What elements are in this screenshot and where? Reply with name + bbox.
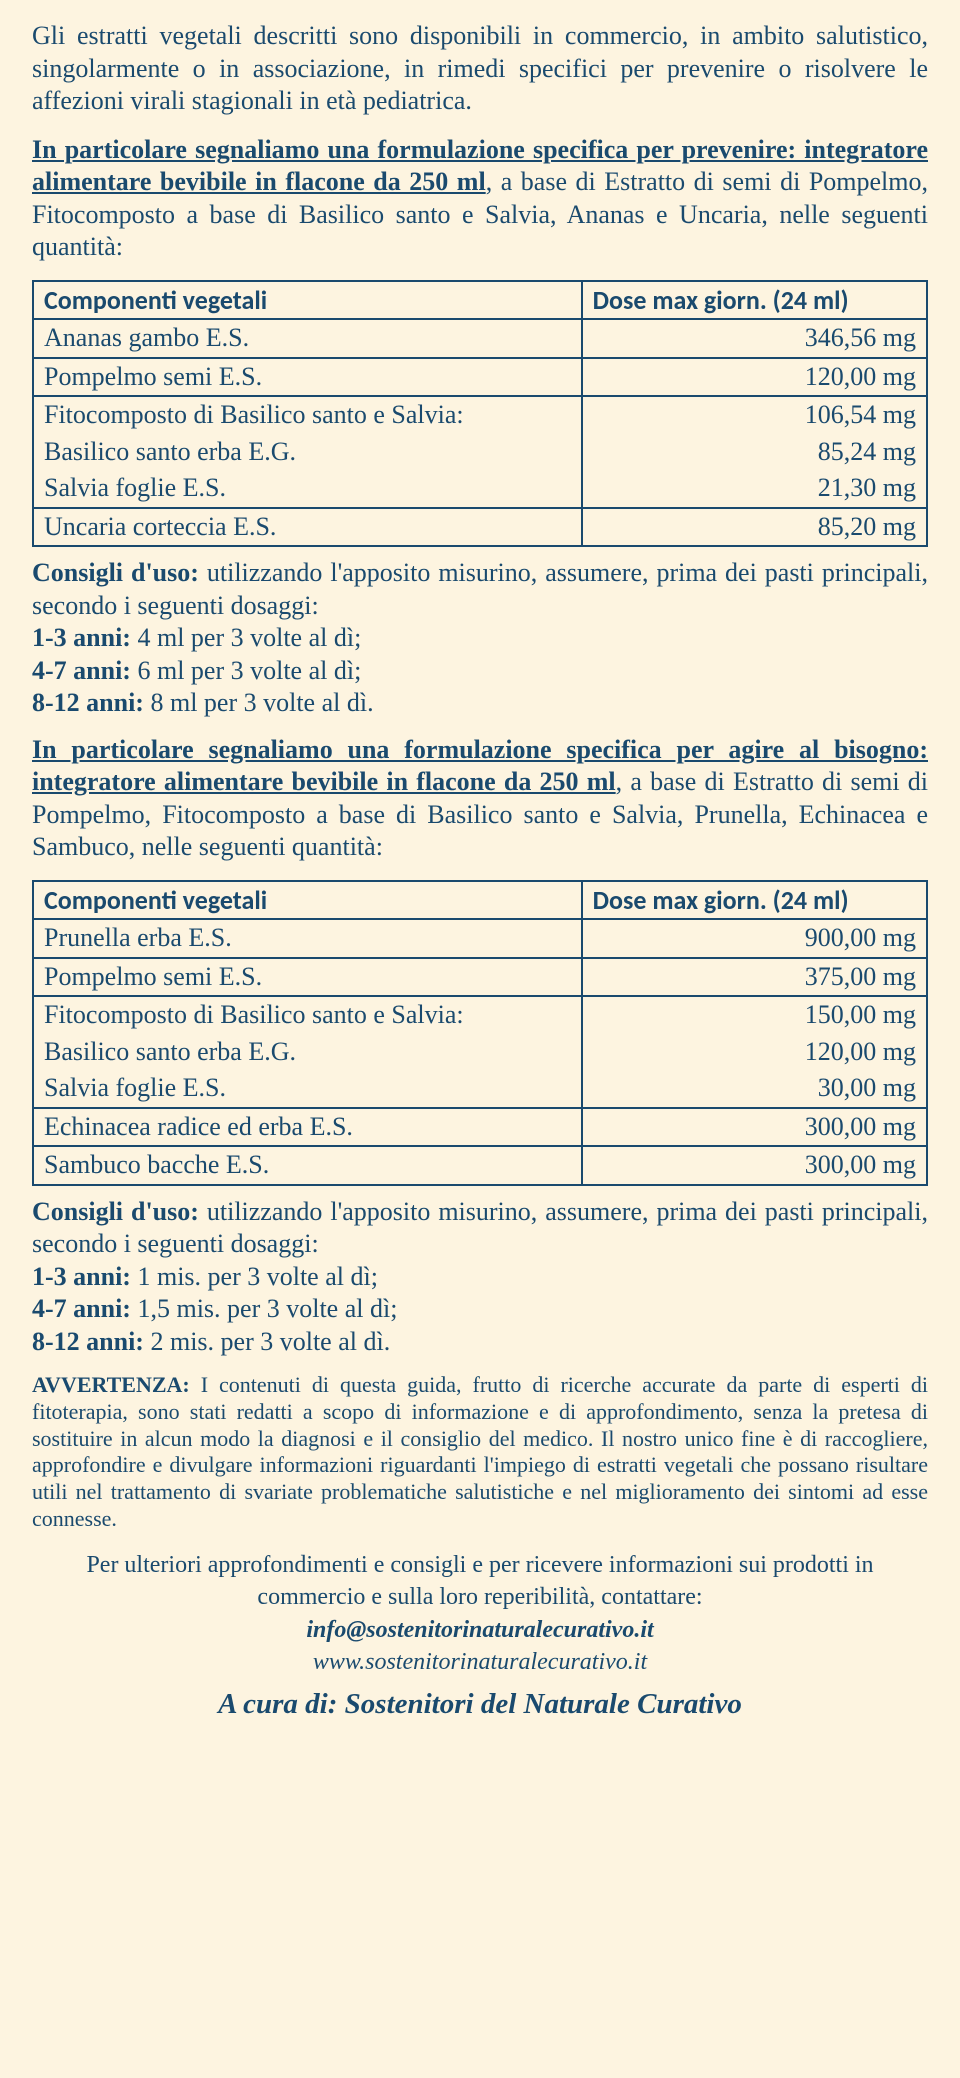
table1-header-dose: Dose max giorn. (24 ml)	[582, 281, 927, 320]
table1-row-val: 346,56 mg	[582, 319, 927, 358]
table1-row-comp: Basilico santo erba E.G.	[33, 434, 582, 471]
table2-row-comp: Prunella erba E.S.	[33, 919, 582, 958]
warning-label: AVVERTENZA:	[32, 1372, 190, 1397]
usage1-l1-bold: 1-3 anni:	[32, 623, 131, 652]
table2-row-comp: Fitocomposto di Basilico santo e Salvia:	[33, 996, 582, 1034]
table2-row-val: 300,00 mg	[582, 1108, 927, 1147]
table2-header-dose: Dose max giorn. (24 ml)	[582, 881, 927, 920]
table2-row-val: 120,00 mg	[582, 1034, 927, 1071]
table2-row-val: 30,00 mg	[582, 1070, 927, 1108]
table1-row-comp: Uncaria corteccia E.S.	[33, 508, 582, 547]
usage1-l2: 6 ml per 3 volte al dì;	[131, 656, 361, 685]
usage1-l1: 4 ml per 3 volte al dì;	[131, 623, 361, 652]
table1: Componenti vegetali Dose max giorn. (24 …	[32, 280, 928, 548]
usage1-head-bold: Consigli d'uso:	[32, 558, 207, 587]
table2: Componenti vegetali Dose max giorn. (24 …	[32, 880, 928, 1186]
usage2-l3-bold: 8-12 anni:	[32, 1327, 144, 1356]
usage1-l3: 8 ml per 3 volte al dì.	[144, 688, 374, 717]
table1-row-val: 120,00 mg	[582, 358, 927, 397]
table2-row-comp: Pompelmo semi E.S.	[33, 958, 582, 997]
table1-row-comp: Ananas gambo E.S.	[33, 319, 582, 358]
usage2: Consigli d'uso: utilizzando l'apposito m…	[32, 1196, 928, 1359]
table2-row-val: 300,00 mg	[582, 1146, 927, 1185]
table2-row-val: 375,00 mg	[582, 958, 927, 997]
table1-header-components: Componenti vegetali	[33, 281, 582, 320]
usage1-l2-bold: 4-7 anni:	[32, 656, 131, 685]
table2-row-val: 150,00 mg	[582, 996, 927, 1034]
table2-row-comp: Basilico santo erba E.G.	[33, 1034, 582, 1071]
formulation2-paragraph: In particolare segnaliamo una formulazio…	[32, 734, 928, 864]
table2-row-comp: Echinacea radice ed erba E.S.	[33, 1108, 582, 1147]
table1-row-comp: Fitocomposto di Basilico santo e Salvia:	[33, 396, 582, 434]
table1-row-val: 85,20 mg	[582, 508, 927, 547]
table1-row-comp: Salvia foglie E.S.	[33, 470, 582, 508]
usage1: Consigli d'uso: utilizzando l'apposito m…	[32, 557, 928, 720]
intro-paragraph: Gli estratti vegetali descritti sono dis…	[32, 20, 928, 118]
footer: Per ulteriori approfondimenti e consigli…	[32, 1549, 928, 1724]
formulation1-paragraph: In particolare segnaliamo una formulazio…	[32, 134, 928, 264]
footer-credit: A cura di: Sostenitori del Naturale Cura…	[32, 1685, 928, 1724]
usage2-l1-bold: 1-3 anni:	[32, 1262, 131, 1291]
usage2-l2-bold: 4-7 anni:	[32, 1294, 131, 1323]
warning-paragraph: AVVERTENZA: I contenuti di questa guida,…	[32, 1372, 928, 1533]
table2-row-comp: Salvia foglie E.S.	[33, 1070, 582, 1108]
usage2-l3: 2 mis. per 3 volte al dì.	[144, 1327, 390, 1356]
table2-row-comp: Sambuco bacche E.S.	[33, 1146, 582, 1185]
footer-line1: Per ulteriori approfondimenti e consigli…	[32, 1549, 928, 1614]
usage2-l1: 1 mis. per 3 volte al dì;	[131, 1262, 378, 1291]
table1-row-comp: Pompelmo semi E.S.	[33, 358, 582, 397]
table1-row-val: 21,30 mg	[582, 470, 927, 508]
usage2-l2: 1,5 mis. per 3 volte al dì;	[131, 1294, 397, 1323]
usage1-l3-bold: 8-12 anni:	[32, 688, 144, 717]
table2-header-components: Componenti vegetali	[33, 881, 582, 920]
table2-row-val: 900,00 mg	[582, 919, 927, 958]
footer-site: www.sostenitorinaturalecurativo.it	[32, 1646, 928, 1678]
footer-email: info@sostenitorinaturalecurativo.it	[32, 1614, 928, 1646]
table1-row-val: 85,24 mg	[582, 434, 927, 471]
table1-row-val: 106,54 mg	[582, 396, 927, 434]
usage2-head-bold: Consigli d'uso:	[32, 1197, 207, 1226]
